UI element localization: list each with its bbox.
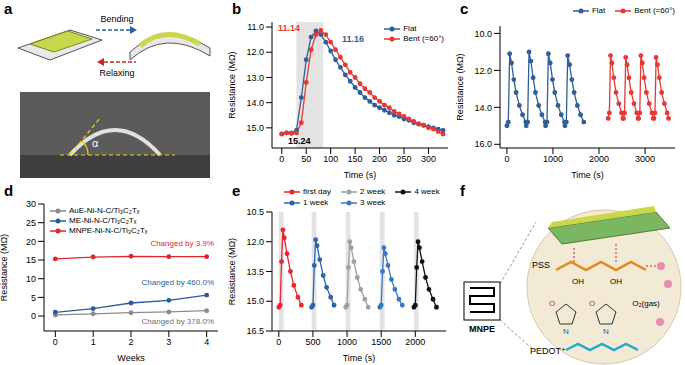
svg-text:0: 0 — [276, 337, 281, 347]
svg-text:16.5: 16.5 — [246, 326, 264, 336]
svg-text:Relaxing: Relaxing — [99, 68, 134, 78]
svg-text:12.0: 12.0 — [246, 237, 264, 247]
svg-text:13.5: 13.5 — [246, 267, 264, 277]
html-text:15.24: 15.24 — [288, 136, 311, 146]
svg-text:13.0: 13.0 — [246, 73, 264, 83]
svg-text:12.0: 12.0 — [474, 66, 492, 76]
html-text:2 week: 2 week — [360, 187, 386, 196]
svg-text:15.0: 15.0 — [246, 296, 264, 306]
svg-text:30: 30 — [26, 199, 36, 209]
svg-text:20: 20 — [26, 237, 36, 247]
svg-text:1: 1 — [91, 337, 96, 347]
svg-text:2000: 2000 — [589, 154, 609, 164]
svg-text:Resistance (MΩ): Resistance (MΩ) — [0, 234, 9, 301]
html-text:a: a — [4, 0, 13, 17]
html-text:1 week: 1 week — [303, 198, 329, 207]
svg-text:16.0: 16.0 — [474, 139, 492, 149]
svg-text:1000: 1000 — [543, 154, 563, 164]
svg-text:0: 0 — [504, 154, 509, 164]
svg-text:Time (s): Time (s) — [571, 170, 604, 180]
html-text:first day: first day — [303, 187, 331, 196]
svg-text:PEDOT⁺: PEDOT⁺ — [530, 346, 566, 356]
svg-text:OH: OH — [610, 277, 622, 286]
svg-text:O: O — [549, 299, 555, 308]
svg-text:1500: 1500 — [371, 337, 391, 347]
html-text:4 week: 4 week — [414, 187, 440, 196]
svg-text:Time (s): Time (s) — [344, 170, 377, 180]
html-text:c: c — [460, 0, 469, 17]
svg-text:14.0: 14.0 — [474, 103, 492, 113]
svg-text:Resistance (MΩ): Resistance (MΩ) — [228, 238, 237, 305]
svg-text:OH: OH — [572, 277, 584, 286]
svg-text:100: 100 — [323, 154, 338, 164]
html-text:Bent (=60°): Bent (=60°) — [634, 6, 675, 15]
svg-text:300: 300 — [421, 154, 436, 164]
svg-text:10: 10 — [26, 274, 36, 284]
svg-text:PSS: PSS — [532, 260, 550, 270]
svg-text:14.0: 14.0 — [246, 98, 264, 108]
html-text:ME-Ni-N-C/Ti₃C₂Tₓ: ME-Ni-N-C/Ti₃C₂Tₓ — [69, 216, 137, 225]
svg-text:Bending: Bending — [100, 14, 133, 24]
svg-text:5: 5 — [31, 293, 36, 303]
html-text:Bent (=60°): Bent (=60°) — [403, 34, 444, 43]
svg-text:2000: 2000 — [405, 337, 425, 347]
svg-text:2: 2 — [128, 337, 133, 347]
svg-text:15: 15 — [26, 255, 36, 265]
html-text:MNPE-Ni-N-C/Ti₃C₂Tₓ: MNPE-Ni-N-C/Ti₃C₂Tₓ — [69, 226, 148, 235]
html-text:Changed by 3.9%: Changed by 3.9% — [150, 239, 214, 248]
svg-text:3: 3 — [166, 337, 171, 347]
svg-text:12.0: 12.0 — [246, 47, 264, 57]
svg-text:O: O — [589, 299, 595, 308]
svg-text:10.5: 10.5 — [246, 207, 264, 217]
html-text:b: b — [232, 0, 242, 17]
html-text:11.16: 11.16 — [342, 34, 364, 44]
svg-text:50: 50 — [301, 154, 311, 164]
svg-text:N: N — [603, 327, 609, 336]
svg-text:N: N — [563, 327, 569, 336]
svg-text:Time (s): Time (s) — [343, 353, 376, 363]
html-text:11.14: 11.14 — [278, 23, 300, 33]
svg-text:3000: 3000 — [635, 154, 655, 164]
svg-text:Resistance (MΩ): Resistance (MΩ) — [456, 53, 465, 120]
html-text:Flat: Flat — [591, 6, 606, 15]
svg-text:10.0: 10.0 — [474, 29, 492, 39]
svg-text:α: α — [92, 137, 99, 149]
svg-text:Resistance (MΩ): Resistance (MΩ) — [228, 51, 237, 118]
svg-text:150: 150 — [348, 154, 363, 164]
svg-text:1000: 1000 — [337, 337, 357, 347]
svg-text:0: 0 — [53, 337, 58, 347]
html-text:d: d — [4, 182, 14, 199]
svg-text:0: 0 — [31, 311, 36, 321]
svg-text:O₂(gas): O₂(gas) — [632, 299, 660, 308]
svg-text:250: 250 — [396, 154, 411, 164]
svg-text:11.0: 11.0 — [247, 22, 264, 32]
svg-text:Weeks: Weeks — [117, 353, 145, 363]
html-text:e: e — [232, 182, 241, 199]
svg-text:4: 4 — [204, 337, 209, 347]
html-text:f: f — [460, 182, 465, 199]
svg-text:500: 500 — [305, 337, 320, 347]
html-text:AuE-Ni-N-C/Ti₃C₂Tₓ: AuE-Ni-N-C/Ti₃C₂Tₓ — [69, 206, 140, 215]
svg-text:15.0: 15.0 — [246, 123, 264, 133]
svg-text:MNPE: MNPE — [469, 324, 495, 334]
svg-text:25: 25 — [26, 218, 36, 228]
svg-text:0: 0 — [279, 154, 284, 164]
html-text:3 week: 3 week — [360, 198, 386, 207]
html-text:Changed by 460.0%: Changed by 460.0% — [141, 278, 214, 287]
html-text:Changed by 378.0%: Changed by 378.0% — [141, 317, 214, 326]
html-text:Flat: Flat — [403, 24, 417, 33]
svg-text:200: 200 — [372, 154, 387, 164]
